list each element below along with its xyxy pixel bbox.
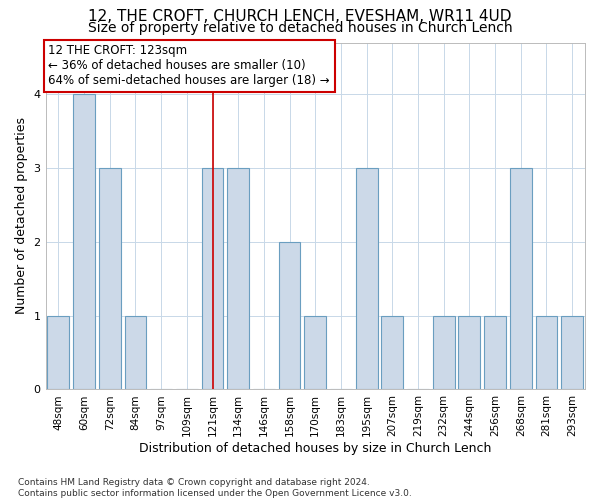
Bar	[304, 316, 326, 390]
Bar	[125, 316, 146, 390]
Bar	[484, 316, 506, 390]
Bar	[278, 242, 301, 390]
Bar	[47, 316, 70, 390]
X-axis label: Distribution of detached houses by size in Church Lench: Distribution of detached houses by size …	[139, 442, 491, 455]
Bar	[382, 316, 403, 390]
Text: Size of property relative to detached houses in Church Lench: Size of property relative to detached ho…	[88, 21, 512, 35]
Bar	[458, 316, 481, 390]
Text: Contains HM Land Registry data © Crown copyright and database right 2024.
Contai: Contains HM Land Registry data © Crown c…	[18, 478, 412, 498]
Bar	[536, 316, 557, 390]
Text: 12 THE CROFT: 123sqm
← 36% of detached houses are smaller (10)
64% of semi-detac: 12 THE CROFT: 123sqm ← 36% of detached h…	[48, 44, 330, 87]
Bar	[227, 168, 249, 390]
Bar	[510, 168, 532, 390]
Bar	[73, 94, 95, 390]
Bar	[433, 316, 455, 390]
Bar	[99, 168, 121, 390]
Bar	[356, 168, 377, 390]
Text: 12, THE CROFT, CHURCH LENCH, EVESHAM, WR11 4UD: 12, THE CROFT, CHURCH LENCH, EVESHAM, WR…	[88, 9, 512, 24]
Y-axis label: Number of detached properties: Number of detached properties	[15, 118, 28, 314]
Bar	[202, 168, 223, 390]
Bar	[561, 316, 583, 390]
